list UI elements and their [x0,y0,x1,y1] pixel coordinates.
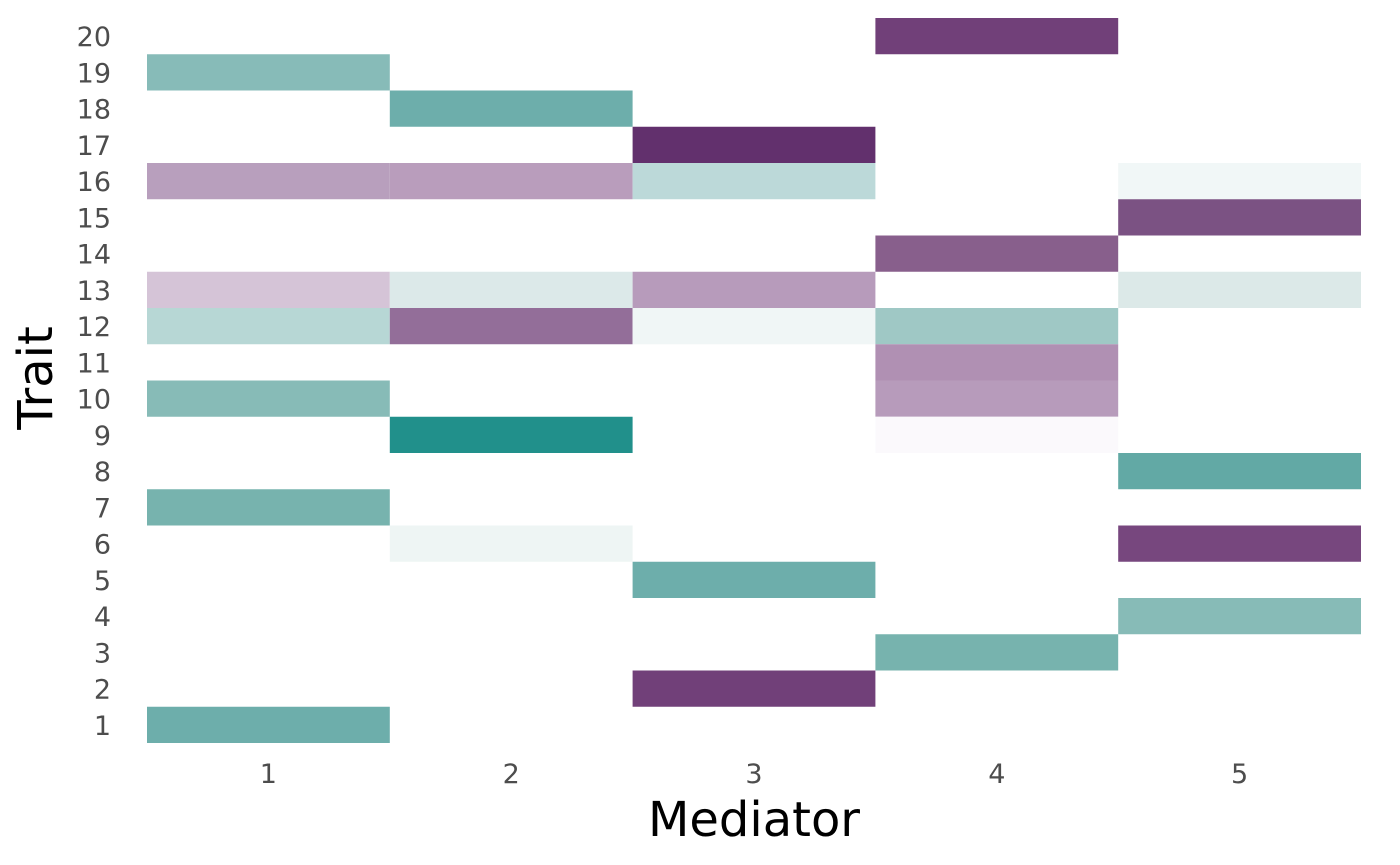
heatmap-cells [147,18,1361,743]
heatmap-cell-m3-t5 [632,561,876,598]
heatmap-cell-m5-t13 [1118,271,1361,308]
heatmap-cell-m1-t12 [147,308,390,345]
y-tick-label: 2 [94,675,111,706]
heatmap-cell-m3-t16 [632,163,876,200]
y-tick-label: 9 [94,421,111,452]
heatmap-cell-m4-t12 [875,308,1119,345]
heatmap-cell-m4-t11 [875,344,1119,381]
heatmap-cell-m4-t14 [875,235,1119,272]
heatmap-cell-m2-t6 [389,525,633,562]
x-tick-label: 5 [1231,759,1248,790]
y-tick-label: 14 [77,240,111,271]
heatmap-cell-m1-t16 [147,163,390,200]
x-tick-label: 1 [260,759,277,790]
y-tick-label: 18 [77,95,111,126]
heatmap-cell-m3-t13 [632,271,876,308]
y-tick-label: 17 [77,131,111,162]
heatmap-cell-m1-t10 [147,380,390,417]
y-tick-label: 3 [94,638,111,669]
heatmap-cell-m5-t4 [1118,598,1361,635]
heatmap-cell-m4-t9 [875,416,1119,453]
heatmap-cell-m1-t7 [147,489,390,526]
y-tick-label: 19 [77,58,111,89]
heatmap-cell-m4-t3 [875,634,1119,671]
y-tick-label: 8 [94,457,111,488]
y-tick-label: 16 [77,167,111,198]
heatmap-cell-m5-t6 [1118,525,1361,562]
y-axis-title: Trait [8,326,64,431]
y-tick-label: 13 [77,276,111,307]
y-tick-label: 11 [77,348,111,379]
heatmap-cell-m3-t17 [632,126,876,163]
heatmap-cell-m2-t12 [389,308,633,345]
heatmap-cell-m1-t19 [147,54,390,91]
heatmap-cell-m3-t2 [632,670,876,707]
heatmap-cell-m5-t15 [1118,199,1361,236]
y-tick-label: 10 [77,385,111,416]
y-tick-label: 1 [94,711,111,742]
y-tick-label: 20 [77,22,111,53]
heatmap-cell-m2-t9 [389,416,633,453]
y-tick-label: 4 [94,602,111,633]
heatmap-cell-m2-t16 [389,163,633,200]
x-axis-title: Mediator [648,792,860,848]
heatmap-cell-m5-t16 [1118,163,1361,200]
x-tick-label: 2 [503,759,520,790]
x-tick-label: 4 [988,759,1005,790]
y-tick-label: 7 [94,493,111,524]
heatmap-cell-m2-t13 [389,271,633,308]
y-tick-label: 15 [77,203,111,234]
y-tick-label: 5 [94,566,111,597]
x-axis-tick-labels: 1 2 3 4 5 [260,759,1248,790]
heatmap-cell-m2-t18 [389,90,633,127]
x-tick-label: 3 [745,759,762,790]
heatmap-cell-m1-t13 [147,271,390,308]
y-tick-label: 12 [77,312,111,343]
heatmap-cell-m1-t1 [147,706,390,743]
heatmap-cell-m4-t10 [875,380,1119,417]
heatmap-cell-m3-t12 [632,308,876,345]
y-tick-label: 6 [94,530,111,561]
heatmap-cell-m4-t20 [875,18,1119,55]
heatmap-cell-m5-t8 [1118,453,1361,490]
